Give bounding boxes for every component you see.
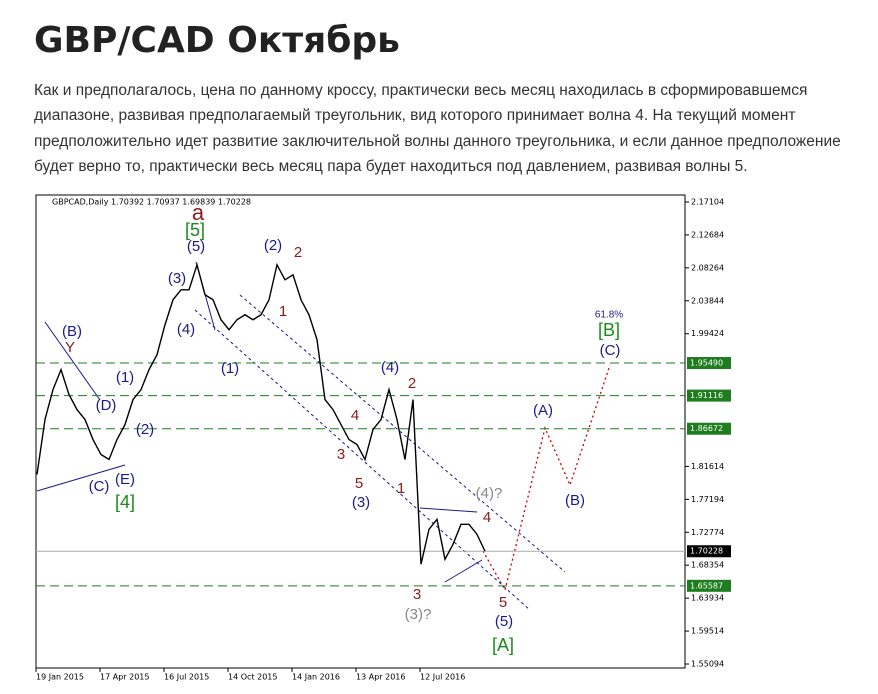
wave-label: (E) <box>115 471 135 488</box>
wave-label: (4)? <box>476 485 503 502</box>
wave-label: a <box>192 200 205 225</box>
y-tick-label: 1.55094 <box>691 660 724 669</box>
level-label: 1.91116 <box>690 391 723 400</box>
level-label-box <box>687 579 731 592</box>
level-label: 1.95490 <box>690 359 723 368</box>
wave-label: 61.8% <box>595 310 623 321</box>
wave-label: (2) <box>136 421 154 438</box>
level-label-box <box>687 357 731 370</box>
wave-label: 5 <box>499 594 507 611</box>
wave-label: 2 <box>408 375 416 392</box>
wave-label: 4 <box>483 509 491 526</box>
triangle-line <box>44 321 101 401</box>
level-label: 1.86672 <box>690 424 723 433</box>
level-label: 1.70228 <box>690 547 723 556</box>
wave-label: 2 <box>294 244 302 261</box>
wave-label: 1 <box>279 303 287 320</box>
wave-label: (B) <box>565 492 585 509</box>
wave-label: Y <box>65 339 75 356</box>
wave-label: (4) <box>177 321 195 338</box>
level-label-box <box>687 389 731 402</box>
y-tick-label: 1.99424 <box>691 329 724 338</box>
wave-label: 5 <box>355 475 363 492</box>
wave-label: (1) <box>116 369 134 386</box>
paragraph-line: Как и предполагалось, цена по данному кр… <box>34 82 807 99</box>
wave-label: [A] <box>492 635 514 655</box>
wave-label: (D) <box>96 397 117 414</box>
wave-label: (B) <box>62 323 82 340</box>
x-tick-label: 12 Jul 2016 <box>420 673 465 682</box>
page-title: GBP/CAD Октябрь <box>34 20 400 61</box>
wave-label: (4) <box>381 359 399 376</box>
y-tick-label: 1.59514 <box>691 627 724 636</box>
paragraph-line: будет верно то, практически весь месяц п… <box>34 158 748 175</box>
x-tick-label: 14 Oct 2015 <box>228 673 277 682</box>
chart-drawings <box>36 261 611 611</box>
wave-label: (C) <box>600 342 621 359</box>
wave-label: (2) <box>264 237 282 254</box>
wave-label: (5) <box>187 238 205 255</box>
chart-header: GBPCAD,Daily 1.70392 1.70937 1.69839 1.7… <box>52 198 251 207</box>
triangle-line <box>444 559 483 583</box>
wave-label: 4 <box>351 407 359 424</box>
y-tick-label: 2.12684 <box>691 230 724 239</box>
wave-label: 1 <box>397 480 405 497</box>
wave-label: (C) <box>89 478 110 495</box>
level-label-box <box>687 545 731 558</box>
channel-line <box>239 294 566 573</box>
wave-label: (3) <box>168 270 186 287</box>
x-tick-label: 13 Apr 2016 <box>356 673 405 682</box>
projection-line <box>482 364 611 592</box>
y-tick-label: 1.77194 <box>691 495 724 504</box>
triangle-line <box>419 507 478 513</box>
x-tick-label: 19 Jan 2015 <box>36 673 84 682</box>
y-tick-label: 2.08264 <box>691 263 724 272</box>
channel-line <box>194 309 531 611</box>
price-line <box>36 262 486 565</box>
y-tick-label: 1.68354 <box>691 561 724 570</box>
wave-label: (3) <box>352 494 370 511</box>
y-tick-label: 2.17104 <box>691 197 724 206</box>
chart-frame <box>35 194 686 669</box>
x-tick-label: 16 Jul 2015 <box>164 673 209 682</box>
wave-label: [B] <box>598 320 620 340</box>
wave-label: [5] <box>185 220 205 240</box>
wave-label: (1) <box>221 360 239 377</box>
level-label-box <box>687 422 731 435</box>
paragraph-line: диапазоне, развивая предполагаемый треуг… <box>34 107 795 124</box>
wave-label: 3 <box>337 446 345 463</box>
level-label: 1.65587 <box>690 581 723 590</box>
y-tick-label: 1.63934 <box>691 594 724 603</box>
wave-label: 3 <box>413 586 421 603</box>
wave-label: [4] <box>115 492 135 512</box>
paragraph-line: предположительно идет развитие заключите… <box>34 133 841 150</box>
x-tick-label: 14 Jan 2016 <box>292 673 340 682</box>
wave-label: (5) <box>495 613 513 630</box>
y-tick-label: 1.81614 <box>691 462 724 471</box>
y-tick-label: 2.03844 <box>691 296 724 305</box>
wave-label: (A) <box>533 402 553 419</box>
wave-label: (3)? <box>405 606 432 623</box>
triangle-line <box>36 464 126 492</box>
y-tick-label: 1.72774 <box>691 528 724 537</box>
x-tick-label: 17 Apr 2015 <box>100 673 149 682</box>
